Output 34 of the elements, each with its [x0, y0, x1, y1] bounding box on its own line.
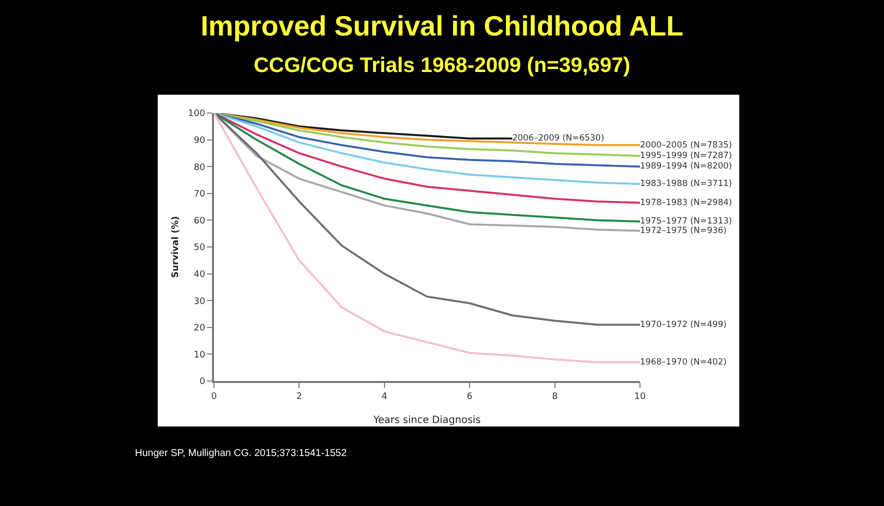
series-label: 1978–1983 (N=2984) — [640, 198, 732, 208]
chart-subtitle: CCG/COG Trials 1968-2009 (n=39,697) — [254, 54, 630, 77]
y-axis-title: Survival (%) — [170, 216, 181, 278]
x-tick-label: 4 — [382, 392, 388, 402]
y-tick-label: 90 — [194, 136, 206, 146]
x-axis-title: Years since Diagnosis — [372, 414, 481, 426]
x-tick-label: 6 — [466, 392, 473, 402]
series-label: 1968–1970 (N=402) — [640, 357, 727, 368]
y-tick-label: 50 — [194, 243, 206, 254]
series-label: 1995–1999 (N=7287) — [640, 151, 732, 162]
y-tick-label: 20 — [194, 324, 206, 334]
x-tick-label: 8 — [552, 392, 558, 402]
chart-title: Improved Survival in Childhood ALL — [200, 10, 684, 42]
series-label: 1989–1994 (N=8200) — [640, 162, 732, 172]
series-label: 1983–1988 (N=3711) — [640, 179, 732, 190]
line-series — [214, 113, 640, 186]
line-series — [214, 113, 640, 204]
x-tick-label: 2 — [296, 392, 302, 402]
y-tick-label: 60 — [194, 216, 206, 226]
series-label: 2006–2009 (N=6530) — [512, 134, 604, 144]
y-tick-label: 0 — [199, 377, 206, 388]
x-tick-label: 0 — [211, 392, 218, 402]
x-tick-label: 10 — [634, 392, 646, 402]
y-tick-label: 100 — [188, 109, 206, 120]
text: Hunger SP, Mullighan CG. 2015;373:1541-1552 — [135, 448, 348, 459]
y-tick-label: 80 — [194, 162, 206, 173]
series-label: 1970–1972 (N=499) — [640, 320, 727, 330]
y-tick-label: 30 — [194, 296, 206, 307]
y-tick-label: 40 — [194, 270, 206, 280]
series-label: 1975–1977 (N=1313) — [640, 216, 732, 227]
series-label: 1972–1975 (N=936) — [640, 226, 727, 236]
y-tick-label: 70 — [194, 190, 206, 200]
y-tick-label: 10 — [194, 350, 206, 360]
series-label: 2000–2005 (N=7835) — [640, 140, 732, 150]
